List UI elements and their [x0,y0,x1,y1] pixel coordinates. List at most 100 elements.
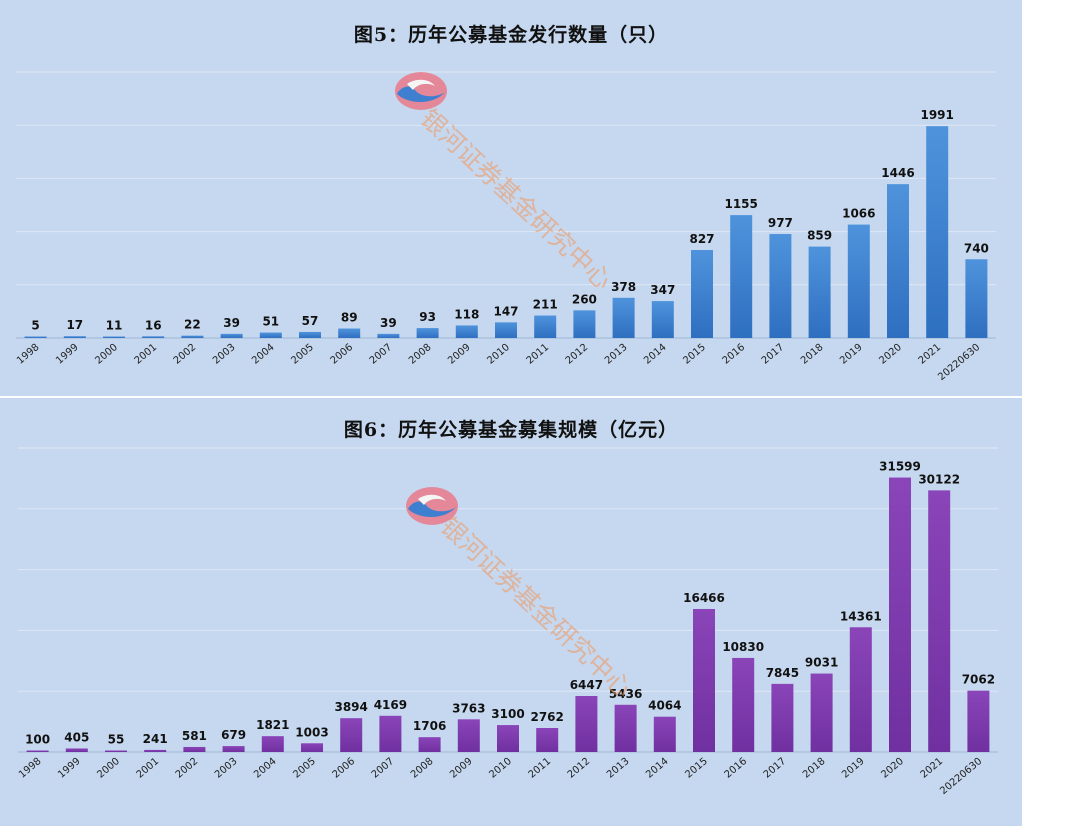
data-label: 6447 [570,678,603,692]
bar-2009 [455,325,478,338]
bar-2013 [614,704,637,752]
x-tick-label: 2004 [252,756,279,781]
data-label: 5 [31,319,39,333]
bar-2011 [536,728,559,752]
x-tick-label: 2014 [644,756,671,781]
scale-bar-chart: 100 1998 405 1999 55 2000 241 2001 581 2002 679 200… [17,447,998,797]
data-label: 241 [143,732,168,746]
data-label: 11 [106,319,123,333]
data-label: 7845 [766,666,799,680]
bar-2002 [181,335,204,338]
x-tick-label: 2018 [799,342,826,367]
x-tick-label: 2012 [564,342,591,367]
data-label: 3763 [452,701,485,715]
x-tick-label: 2015 [681,342,708,367]
x-tick-label: 1998 [15,342,42,367]
data-label: 22 [184,318,201,332]
bar-2004 [261,736,284,752]
x-tick-label: 2007 [370,756,397,781]
x-tick-label: 2009 [448,756,475,781]
data-label: 1446 [881,166,914,180]
bar-2018 [810,673,833,752]
x-tick-label: 2013 [603,342,630,367]
data-label: 89 [341,311,358,325]
chart-title: 图6：历年公募基金募集规模（亿元） [343,419,679,441]
data-label: 581 [182,729,207,743]
data-label: 378 [611,280,636,294]
bar-2009 [457,719,480,752]
x-tick-label: 2014 [642,342,669,367]
bar-2010 [495,322,517,338]
bar-2007 [379,715,402,752]
bar-2000 [105,750,127,752]
bar-2004 [259,332,282,338]
x-tick-label: 1998 [17,756,44,781]
x-tick-label: 2007 [368,342,395,367]
data-label: 3100 [491,707,524,721]
bar-2012 [573,310,596,338]
x-tick-label: 2016 [723,756,750,781]
x-tick-label: 2015 [683,756,710,781]
data-label: 1821 [256,718,289,732]
x-tick-label: 20220630 [936,342,982,383]
data-label: 9031 [805,656,838,670]
data-label: 2762 [530,710,563,724]
data-label: 4169 [374,698,407,712]
bar-2017 [769,234,792,338]
x-tick-label: 2000 [93,342,120,367]
x-tick-label: 2012 [566,756,593,781]
data-label: 3894 [334,700,367,714]
data-label: 7062 [962,673,995,687]
bar-20220630 [967,690,990,752]
x-tick-label: 2000 [95,756,122,781]
bar-2001 [142,336,165,338]
bar-2005 [299,331,321,338]
x-tick-label: 2008 [409,756,436,781]
data-label: 1066 [842,207,875,221]
data-label: 51 [262,315,279,329]
x-tick-label: 2005 [289,342,316,367]
bar-2010 [497,725,519,752]
x-tick-label: 2021 [919,756,946,781]
x-tick-label: 2001 [135,756,162,781]
bar-2007 [377,333,400,338]
bar-2000 [103,336,125,338]
bar-2014 [653,716,676,752]
x-tick-label: 2021 [917,342,944,367]
data-label: 39 [380,316,397,330]
bar-2017 [771,683,794,752]
data-label: 39 [223,316,240,330]
bar-2011 [534,315,557,338]
bar-2018 [808,246,831,338]
x-tick-label: 2009 [446,342,473,367]
bar-2012 [575,696,598,752]
x-tick-label: 2006 [331,756,358,781]
x-tick-label: 1999 [54,342,81,367]
data-label: 17 [66,318,83,332]
issuance-bar-chart: 5 1998 17 1999 11 2000 16 2001 22 2002 39 2003 51 200… [15,71,996,383]
data-label: 679 [221,728,246,742]
issuance-chart-panel: 图5：历年公募基金发行数量（只） 5 1998 17 1999 11 2000 16 2001… [0,0,1022,396]
bar-1998 [26,750,49,752]
data-label: 347 [650,283,675,297]
x-tick-label: 2008 [407,342,434,367]
bar-2019 [847,224,870,338]
data-label: 55 [108,733,125,747]
bar-2020 [889,477,911,752]
bar-2015 [691,250,713,338]
bar-2016 [730,215,753,338]
bar-2021 [926,126,949,339]
x-tick-label: 2017 [760,342,787,367]
x-tick-label: 2017 [762,756,789,781]
data-label: 1003 [295,725,328,739]
x-tick-label: 2002 [174,756,201,781]
bar-2002 [183,746,206,752]
data-label: 859 [807,229,832,243]
bar-2019 [849,627,872,752]
x-tick-label: 2004 [250,342,277,367]
bar-1999 [63,336,86,338]
bar-2008 [416,328,439,338]
data-label: 4064 [648,699,681,713]
bar-2020 [887,184,909,338]
x-tick-label: 2016 [721,342,748,367]
